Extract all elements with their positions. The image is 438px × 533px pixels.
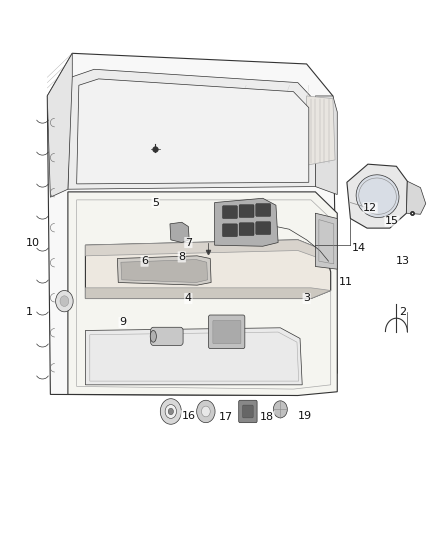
Text: 10: 10	[26, 238, 40, 247]
Text: 16: 16	[181, 411, 195, 421]
FancyBboxPatch shape	[213, 320, 241, 344]
Polygon shape	[406, 181, 426, 214]
Polygon shape	[117, 256, 211, 285]
FancyBboxPatch shape	[256, 204, 271, 216]
Polygon shape	[77, 79, 309, 184]
Text: 18: 18	[260, 412, 274, 422]
Polygon shape	[47, 53, 72, 197]
Circle shape	[60, 296, 69, 306]
FancyBboxPatch shape	[223, 224, 237, 237]
FancyBboxPatch shape	[239, 400, 257, 423]
FancyBboxPatch shape	[239, 223, 254, 236]
Ellipse shape	[356, 175, 399, 217]
FancyBboxPatch shape	[208, 315, 245, 349]
Polygon shape	[347, 164, 407, 228]
Circle shape	[273, 401, 287, 418]
Text: 7: 7	[185, 238, 192, 247]
Ellipse shape	[150, 330, 156, 342]
Polygon shape	[121, 260, 208, 282]
Circle shape	[197, 400, 215, 423]
Text: 19: 19	[297, 411, 311, 421]
FancyBboxPatch shape	[243, 405, 253, 418]
Polygon shape	[85, 288, 331, 298]
Text: 5: 5	[152, 198, 159, 207]
FancyBboxPatch shape	[223, 206, 237, 219]
Text: 9: 9	[119, 318, 126, 327]
Text: 12: 12	[363, 203, 377, 213]
Text: 2: 2	[399, 307, 406, 317]
Text: 14: 14	[352, 243, 366, 253]
Text: 15: 15	[385, 216, 399, 226]
FancyBboxPatch shape	[151, 327, 183, 345]
Polygon shape	[68, 192, 337, 395]
Circle shape	[168, 408, 173, 415]
Polygon shape	[47, 53, 337, 395]
Circle shape	[160, 399, 181, 424]
Circle shape	[56, 290, 73, 312]
FancyBboxPatch shape	[239, 205, 254, 217]
Polygon shape	[85, 240, 328, 261]
Circle shape	[201, 406, 210, 417]
Text: 1: 1	[26, 307, 33, 317]
Polygon shape	[307, 96, 335, 165]
Text: 4: 4	[185, 294, 192, 303]
Polygon shape	[215, 198, 278, 246]
Polygon shape	[315, 213, 337, 269]
Text: 11: 11	[339, 278, 353, 287]
Circle shape	[165, 405, 177, 418]
Polygon shape	[85, 240, 331, 298]
Text: 6: 6	[141, 256, 148, 266]
Text: 8: 8	[178, 252, 185, 262]
Text: 17: 17	[219, 412, 233, 422]
Text: 3: 3	[303, 294, 310, 303]
FancyBboxPatch shape	[256, 222, 271, 235]
Polygon shape	[315, 96, 337, 195]
Polygon shape	[68, 69, 315, 189]
Polygon shape	[85, 328, 302, 385]
Polygon shape	[170, 222, 189, 243]
Text: 13: 13	[396, 256, 410, 266]
